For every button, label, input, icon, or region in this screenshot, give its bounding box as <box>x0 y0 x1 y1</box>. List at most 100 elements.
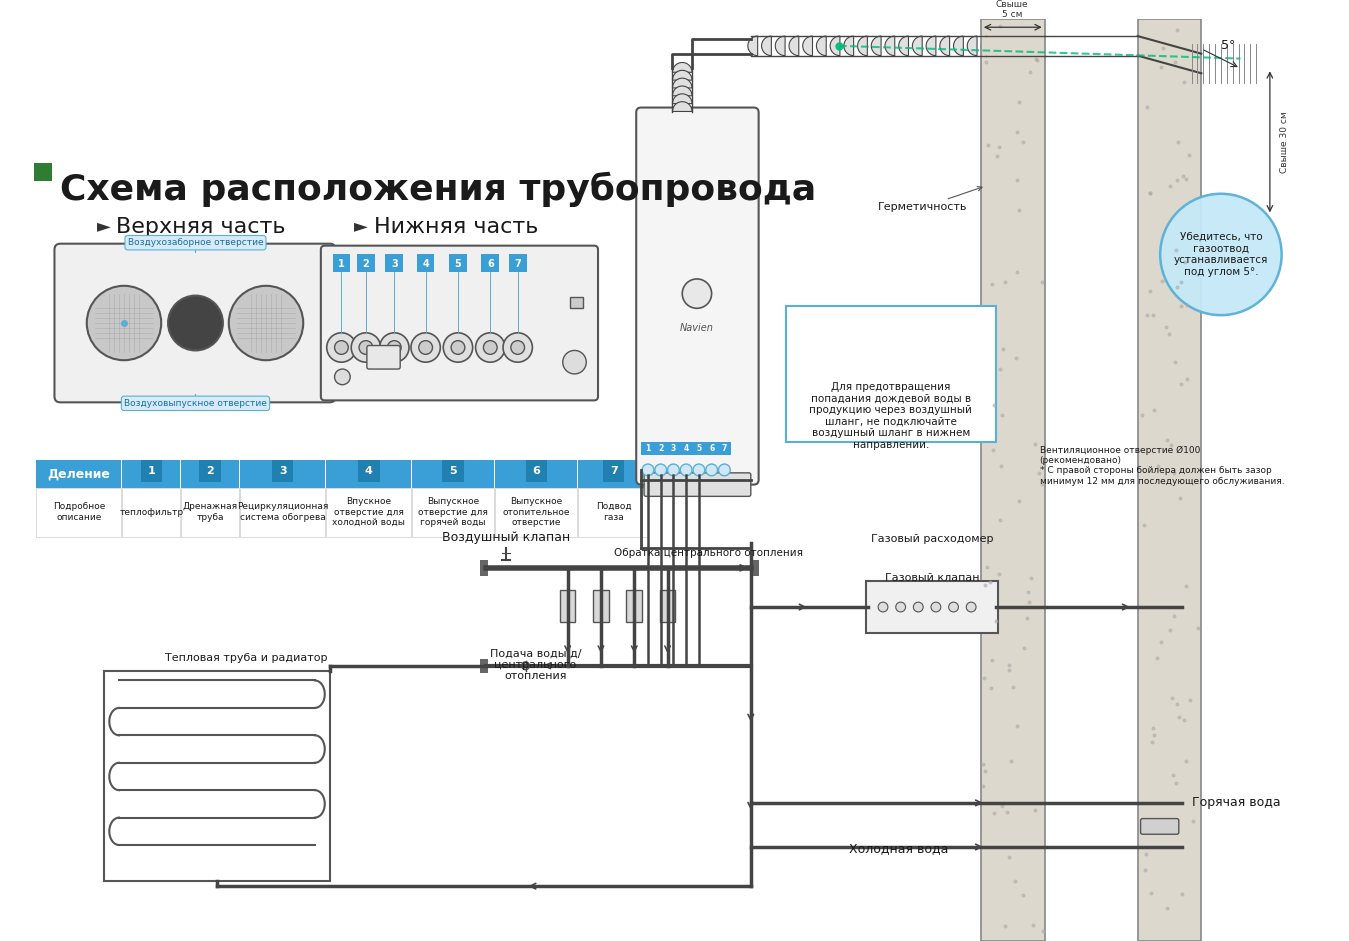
Circle shape <box>511 341 525 355</box>
Bar <box>104 671 329 882</box>
Text: Герметичность: Герметичность <box>878 186 982 213</box>
FancyBboxPatch shape <box>643 473 751 496</box>
Bar <box>449 254 467 272</box>
Circle shape <box>476 333 505 362</box>
Wedge shape <box>747 36 758 56</box>
Wedge shape <box>967 36 977 56</box>
Circle shape <box>229 286 304 360</box>
Text: Горячая вода: Горячая вода <box>1191 796 1280 809</box>
Text: Убедитесь, что
газоотвод
устанавливается
под углом 5°.: Убедитесь, что газоотвод устанавливается… <box>1174 232 1268 277</box>
Bar <box>666 441 680 455</box>
Text: Схема расположения трубопровода: Схема расположения трубопровода <box>61 171 816 206</box>
Text: Верхняя часть: Верхняя часть <box>116 217 286 237</box>
Bar <box>1137 20 1202 941</box>
Bar <box>718 441 731 455</box>
Bar <box>751 560 758 576</box>
Circle shape <box>931 602 940 612</box>
Circle shape <box>411 333 440 362</box>
Bar <box>526 460 548 482</box>
Text: Газовый расходомер: Газовый расходомер <box>870 534 993 544</box>
Bar <box>680 441 693 455</box>
Text: 4: 4 <box>364 466 372 476</box>
Circle shape <box>451 341 465 355</box>
Circle shape <box>335 369 351 385</box>
Text: Рециркуляционная
система обогрева: Рециркуляционная система обогрева <box>237 502 328 521</box>
Bar <box>333 254 351 272</box>
Wedge shape <box>672 78 692 88</box>
Text: Газовый клапан: Газовый клапан <box>885 573 979 582</box>
Text: 3: 3 <box>391 260 398 269</box>
Circle shape <box>169 295 223 350</box>
Text: Тепловая труба и радиатор: Тепловая труба и радиатор <box>165 653 328 662</box>
Bar <box>660 590 676 622</box>
FancyBboxPatch shape <box>637 107 758 485</box>
Wedge shape <box>672 86 692 96</box>
Text: 1: 1 <box>645 444 650 453</box>
Bar <box>325 460 411 487</box>
Text: Вентиляционное отверстие Ø100
(рекомендовано)
* С правой стороны бойлера должен : Вентиляционное отверстие Ø100 (рекомендо… <box>1040 445 1284 486</box>
Wedge shape <box>885 36 894 56</box>
Circle shape <box>668 464 680 476</box>
Circle shape <box>1160 194 1282 315</box>
Circle shape <box>444 333 472 362</box>
Text: Свыше 30 см: Свыше 30 см <box>1280 111 1288 173</box>
Bar <box>579 460 648 487</box>
Bar <box>200 460 221 482</box>
Circle shape <box>896 602 905 612</box>
Text: Подробное
описание: Подробное описание <box>53 502 105 521</box>
FancyBboxPatch shape <box>786 307 996 442</box>
Bar <box>411 487 494 536</box>
Circle shape <box>326 333 356 362</box>
Text: 2: 2 <box>658 444 664 453</box>
Wedge shape <box>672 94 692 104</box>
Text: 4: 4 <box>684 444 689 453</box>
Bar <box>386 254 403 272</box>
Wedge shape <box>858 36 867 56</box>
Text: 7: 7 <box>610 466 618 476</box>
Wedge shape <box>803 36 812 56</box>
Bar <box>981 20 1044 941</box>
Wedge shape <box>981 36 990 56</box>
Bar <box>240 487 325 536</box>
Text: Выпускное
отопительное
отверстие: Выпускное отопительное отверстие <box>503 497 571 527</box>
Bar <box>121 460 179 487</box>
Text: 2: 2 <box>206 466 214 476</box>
Wedge shape <box>898 36 908 56</box>
Text: Воздуховыпускное отверстие: Воздуховыпускное отверстие <box>124 399 267 407</box>
Bar <box>36 487 121 536</box>
Circle shape <box>719 464 730 476</box>
Bar <box>480 659 488 673</box>
Text: 6: 6 <box>710 444 714 453</box>
Wedge shape <box>940 36 950 56</box>
Circle shape <box>418 341 433 355</box>
Bar <box>181 487 239 536</box>
Bar <box>34 164 51 181</box>
Text: 5: 5 <box>449 466 457 476</box>
Bar <box>692 441 706 455</box>
Wedge shape <box>871 36 881 56</box>
Bar <box>140 460 162 482</box>
Bar <box>181 460 239 487</box>
Text: Свыше
5 см: Свыше 5 см <box>996 0 1028 20</box>
Text: теплофильтр: теплофильтр <box>119 507 183 517</box>
Bar <box>603 460 625 482</box>
Wedge shape <box>776 36 785 56</box>
Circle shape <box>878 602 888 612</box>
Wedge shape <box>816 36 826 56</box>
Circle shape <box>503 333 533 362</box>
Circle shape <box>483 341 498 355</box>
Bar <box>357 254 375 272</box>
Bar <box>654 441 668 455</box>
Circle shape <box>680 464 692 476</box>
Text: 5: 5 <box>696 444 701 453</box>
Text: Выпускное
отверстие для
горячей воды: Выпускное отверстие для горячей воды <box>418 497 488 527</box>
FancyBboxPatch shape <box>367 345 401 369</box>
Text: 7: 7 <box>722 444 727 453</box>
Circle shape <box>379 333 409 362</box>
Bar <box>482 254 499 272</box>
Circle shape <box>654 464 666 476</box>
Circle shape <box>351 333 380 362</box>
Bar <box>641 441 654 455</box>
Circle shape <box>693 464 704 476</box>
Bar <box>704 441 719 455</box>
